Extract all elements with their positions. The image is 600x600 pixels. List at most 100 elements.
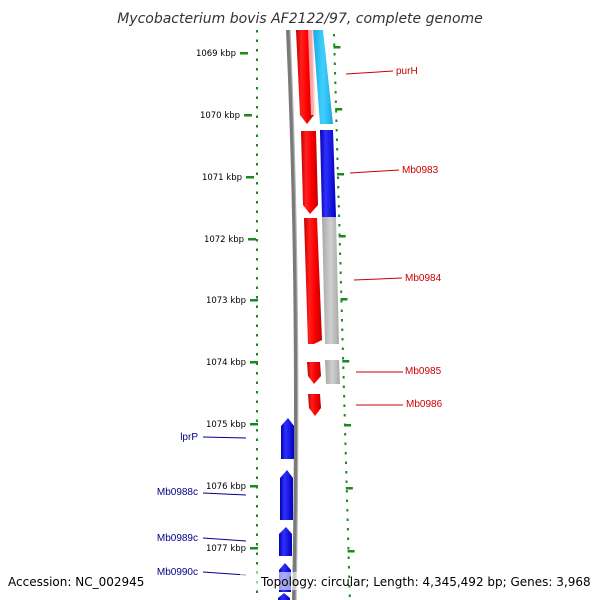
ruler-dot <box>256 505 258 508</box>
ruler-dot <box>256 334 258 337</box>
gene-label[interactable]: Mb0984 <box>405 273 442 284</box>
ruler-ticks: 1069 kbp 1070 kbp 1071 kbp 1072 kbp 1073 kbp… <box>196 46 355 554</box>
ruler-dot <box>256 353 258 356</box>
gene-arrow-partial <box>278 593 290 600</box>
ruler-dot <box>256 286 258 289</box>
ruler-tick-mark <box>240 52 248 55</box>
ruler-dot <box>256 182 258 185</box>
ruler-dot <box>337 186 340 189</box>
ruler-dot <box>256 96 258 99</box>
ruler-tick-mark <box>244 114 252 117</box>
ruler-dot <box>256 533 258 536</box>
gene-arrow-Mb0989c <box>279 527 292 556</box>
gene-label[interactable]: lprP <box>180 432 198 443</box>
gene-arrow-Mb0985 <box>307 362 321 384</box>
map-title: Mycobacterium bovis AF2122/97, complete … <box>117 11 483 27</box>
ruler-dot <box>256 438 258 441</box>
ruler-dot <box>256 391 258 394</box>
footer-backdrop <box>240 572 300 590</box>
gene-label[interactable]: Mb0989c <box>157 533 198 544</box>
ruler-dot <box>335 110 338 113</box>
ruler-dot <box>335 138 338 141</box>
ruler-dot <box>256 134 258 137</box>
ruler-dot <box>256 58 258 61</box>
gene-label[interactable]: purH <box>396 66 418 77</box>
gene-leader-line <box>202 571 247 576</box>
ruler-dot <box>256 248 258 251</box>
ruler-dot <box>256 49 258 52</box>
ruler-tick-mark <box>347 550 355 553</box>
ruler-dot <box>346 528 349 531</box>
ruler-tick-label: 1076 kbp <box>206 482 246 492</box>
ruler-dot <box>340 300 343 303</box>
ruler-dot <box>342 376 345 379</box>
ruler-dot <box>256 524 258 527</box>
ruler-tick-mark <box>337 173 345 176</box>
genome-summary-text: Topology: circular; Length: 4,345,492 bp… <box>260 575 591 589</box>
ruler-dot <box>256 87 258 90</box>
ruler-dot <box>339 271 342 274</box>
ruler-dot <box>341 338 344 341</box>
gene-labels: purH Mb0983 Mb0984 Mb0985 Mb0986 lprP Mb0988c M… <box>157 66 443 578</box>
ruler-dot <box>336 148 339 151</box>
gc-content-segment <box>325 360 340 384</box>
gene-label[interactable]: Mb0986 <box>406 399 443 410</box>
ruler-dot <box>338 214 341 217</box>
accession-text: Accession: NC_002945 <box>8 575 144 589</box>
ruler-dot <box>256 315 258 318</box>
ruler-tick-mark <box>248 238 256 241</box>
ruler-dot <box>256 467 258 470</box>
ruler-dot <box>336 167 339 170</box>
ruler-dot <box>347 547 350 550</box>
ruler-dot <box>256 410 258 413</box>
ruler-dot <box>345 490 348 493</box>
gene-arrow-Mb0986 <box>308 394 321 416</box>
ruler-dot <box>256 543 258 546</box>
ruler-tick-label: 1075 kbp <box>206 420 246 430</box>
ruler-tick-label: 1071 kbp <box>202 173 242 183</box>
ruler-dot <box>256 258 258 261</box>
gene-label[interactable]: Mb0985 <box>405 366 442 377</box>
gene-label[interactable]: Mb0983 <box>402 165 439 176</box>
gene-label[interactable]: Mb0988c <box>157 487 198 498</box>
ruler-tick-mark <box>340 298 348 301</box>
ruler-dot <box>333 62 336 65</box>
gc-skew-segment <box>320 130 336 217</box>
ruler-dot <box>334 91 337 94</box>
ruler-dot <box>343 404 346 407</box>
ruler-dot <box>344 433 347 436</box>
ruler-dot <box>256 448 258 451</box>
ruler-dot <box>256 68 258 71</box>
ruler-dot <box>256 201 258 204</box>
ruler-dot <box>256 239 258 242</box>
ruler-dot <box>256 210 258 213</box>
gene-label[interactable]: Mb0990c <box>157 567 198 578</box>
ruler-dot <box>346 518 349 521</box>
ruler-tick-mark <box>250 361 258 364</box>
ruler-dot <box>335 119 338 122</box>
ruler-tick-mark <box>333 46 341 49</box>
ruler-tick-mark <box>250 547 258 550</box>
ruler-dot <box>256 562 258 565</box>
ruler-dot <box>256 362 258 365</box>
ruler-tick-mark <box>344 424 352 427</box>
ruler-dot <box>340 309 343 312</box>
ruler-dot <box>339 252 342 255</box>
ruler-dot <box>338 233 341 236</box>
gene-leader-line <box>202 537 247 542</box>
ruler-dot <box>337 195 340 198</box>
genome-backbone <box>286 29 298 600</box>
gene-leader-line <box>353 277 403 281</box>
ruler-dot <box>345 471 348 474</box>
gene-leader-line <box>345 70 394 75</box>
ruler-dot <box>333 53 336 56</box>
ruler-dot <box>347 556 350 559</box>
ruler-tick-label: 1073 kbp <box>206 296 246 306</box>
ruler-dot <box>343 395 346 398</box>
gene-highlight <box>308 30 316 115</box>
ruler-dot <box>344 442 347 445</box>
ruler-dot <box>348 585 351 588</box>
ruler-dot <box>256 552 258 555</box>
gene-leader-line <box>202 492 247 496</box>
ruler-dot <box>337 176 339 179</box>
